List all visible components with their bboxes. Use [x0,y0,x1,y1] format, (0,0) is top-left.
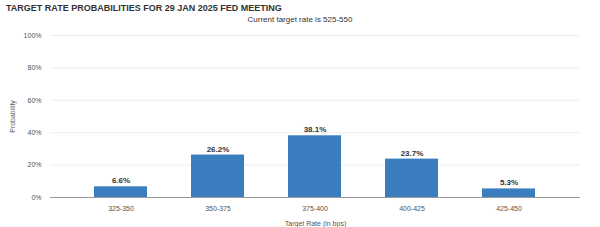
svg-text:60%: 60% [27,97,41,104]
html-text:Current target rate is 525-550: Current target rate is 525-550 [247,15,353,24]
svg-text:26.2%: 26.2% [207,145,230,154]
svg-text:325-350: 325-350 [108,205,134,212]
svg-text:100%: 100% [24,32,42,39]
svg-text:38.1%: 38.1% [304,125,327,134]
svg-text:425-450: 425-450 [496,205,522,212]
svg-text:Target Rate (in bps): Target Rate (in bps) [285,220,346,227]
svg-text:6.6%: 6.6% [112,176,130,185]
svg-text:23.7%: 23.7% [401,149,424,158]
svg-text:40%: 40% [27,129,41,136]
svg-text:375-400: 375-400 [302,205,328,212]
svg-text:5.3%: 5.3% [500,178,518,187]
svg-text:350-375: 350-375 [205,205,231,212]
svg-text:20%: 20% [27,161,41,168]
svg-text:400-425: 400-425 [399,205,425,212]
html-text:TARGET RATE PROBABILITIES FOR: TARGET RATE PROBABILITIES FOR 29 JAN 202… [6,3,282,13]
svg-text:0%: 0% [31,194,41,201]
svg-text:80%: 80% [27,64,41,71]
svg-text:Probability: Probability [9,100,17,133]
